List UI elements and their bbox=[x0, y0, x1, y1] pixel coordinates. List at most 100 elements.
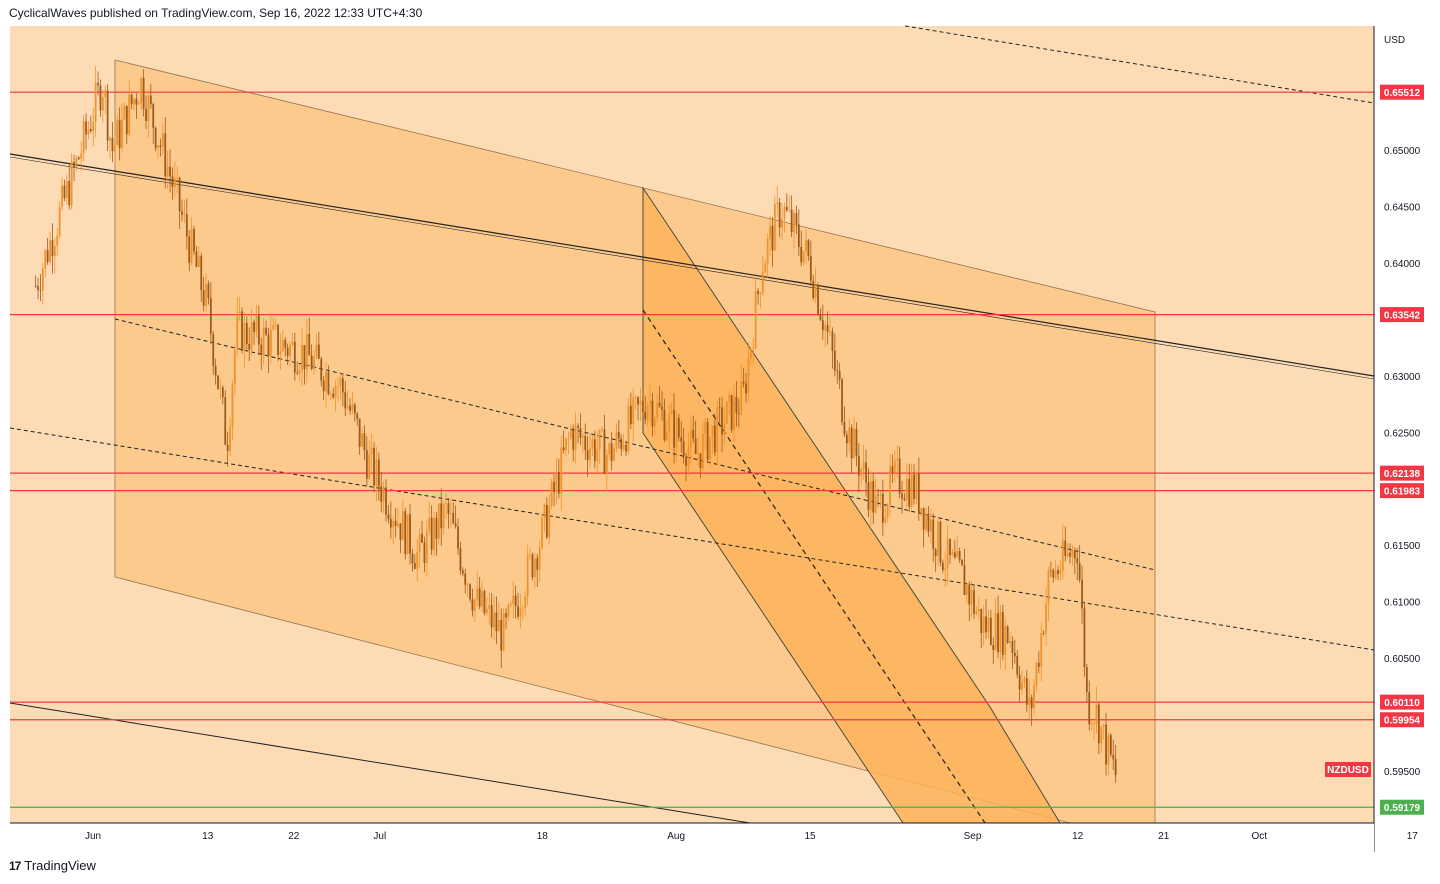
candle-body bbox=[358, 418, 361, 447]
candle-body bbox=[161, 133, 164, 147]
candle-body bbox=[454, 523, 457, 527]
candle-body bbox=[1025, 678, 1028, 705]
candle-body bbox=[440, 503, 443, 529]
candle-body bbox=[514, 595, 517, 607]
candle-body bbox=[320, 358, 323, 381]
candle-body bbox=[1016, 656, 1019, 675]
candle-body bbox=[85, 121, 87, 135]
candle-body bbox=[1071, 550, 1074, 557]
candle-body bbox=[1054, 570, 1057, 578]
candle-body bbox=[627, 405, 630, 452]
candle-body bbox=[142, 78, 145, 109]
candle-body bbox=[185, 214, 188, 237]
candle-body bbox=[1057, 570, 1059, 574]
candle-body bbox=[497, 620, 500, 632]
candle-body bbox=[308, 334, 311, 356]
candle-body bbox=[202, 290, 205, 306]
time-axis-ticks: Jun1322Jul18Aug15Sep1221Oct17Nov14 bbox=[85, 831, 1418, 842]
candle-body bbox=[997, 613, 999, 653]
candle-body bbox=[416, 552, 419, 569]
candle-body bbox=[485, 608, 488, 614]
candle-body bbox=[697, 453, 699, 455]
candle-body bbox=[279, 351, 282, 355]
candle-body bbox=[886, 504, 889, 518]
candle-body bbox=[831, 331, 834, 351]
candle-body bbox=[694, 438, 697, 455]
candle-body bbox=[1013, 652, 1016, 657]
candle-body bbox=[212, 333, 215, 366]
candle-body bbox=[685, 457, 687, 466]
candle-body bbox=[759, 293, 762, 294]
candle-body bbox=[817, 285, 819, 314]
candle-body bbox=[58, 206, 61, 236]
candle-body bbox=[169, 166, 171, 177]
candle-body bbox=[836, 370, 839, 372]
y-tick-2: 0.64000 bbox=[1384, 259, 1421, 270]
candle-body bbox=[353, 404, 356, 414]
candle-body bbox=[121, 119, 123, 148]
candle-body bbox=[728, 395, 731, 402]
candle-body bbox=[135, 98, 138, 105]
candle-body bbox=[845, 434, 848, 444]
candle-body bbox=[773, 203, 776, 251]
candle-body bbox=[826, 325, 829, 332]
candle-body bbox=[301, 345, 303, 371]
tradingview-logo-icon: 17 bbox=[9, 858, 21, 873]
candle-body bbox=[941, 562, 944, 570]
candle-body bbox=[363, 433, 366, 451]
candle-body bbox=[982, 616, 985, 633]
candle-body bbox=[593, 439, 596, 462]
candle-body bbox=[1033, 685, 1035, 709]
candle-body bbox=[478, 588, 481, 607]
time-axis-background bbox=[0, 823, 1374, 852]
candle-body bbox=[538, 547, 541, 570]
candle-body bbox=[457, 526, 459, 549]
candle-body bbox=[399, 523, 402, 540]
candle-body bbox=[656, 402, 659, 419]
candle-body bbox=[226, 444, 229, 451]
candle-body bbox=[548, 505, 551, 538]
candle-body bbox=[925, 513, 927, 530]
candle-body bbox=[1018, 674, 1021, 690]
candle-body bbox=[325, 371, 327, 392]
candle-body bbox=[1021, 681, 1023, 690]
candle-body bbox=[951, 552, 954, 555]
candle-body bbox=[63, 185, 66, 199]
candle-body bbox=[915, 472, 918, 499]
price-axis-ticks: 0.65000 0.64500 0.64000 0.63000 0.62500 0.615… bbox=[1384, 146, 1421, 778]
candle-body bbox=[394, 520, 397, 526]
candle-body bbox=[637, 397, 639, 405]
candle-body bbox=[865, 462, 867, 483]
candle-body bbox=[1066, 552, 1069, 556]
candle-body bbox=[341, 378, 344, 393]
candle-body bbox=[356, 413, 359, 419]
candle-body bbox=[709, 436, 711, 460]
candle-body bbox=[173, 178, 176, 187]
candle-body bbox=[329, 393, 332, 395]
candle-body bbox=[992, 645, 995, 650]
level-label-bg-0 bbox=[1380, 84, 1424, 100]
symbol-tag: NZDUSD bbox=[1327, 765, 1369, 776]
candle-body bbox=[44, 250, 47, 269]
candle-body bbox=[1078, 562, 1081, 580]
candle-body bbox=[1064, 540, 1067, 556]
candle-body bbox=[1049, 570, 1052, 572]
candle-body bbox=[929, 519, 932, 532]
candle-body bbox=[233, 349, 236, 385]
candle-body bbox=[1100, 726, 1103, 744]
candle-body bbox=[284, 340, 287, 348]
candle-body bbox=[466, 584, 469, 586]
candle-body bbox=[164, 133, 167, 177]
candle-body bbox=[874, 495, 877, 513]
candle-body bbox=[464, 573, 467, 585]
candle-body bbox=[793, 213, 795, 233]
candle-body bbox=[257, 315, 260, 345]
candle-body bbox=[958, 551, 961, 561]
candle-body bbox=[154, 127, 157, 148]
candle-body bbox=[795, 213, 798, 225]
candle-body bbox=[265, 327, 267, 335]
candle-body bbox=[1085, 667, 1088, 693]
candle-body bbox=[145, 108, 147, 121]
candle-body bbox=[740, 381, 743, 415]
